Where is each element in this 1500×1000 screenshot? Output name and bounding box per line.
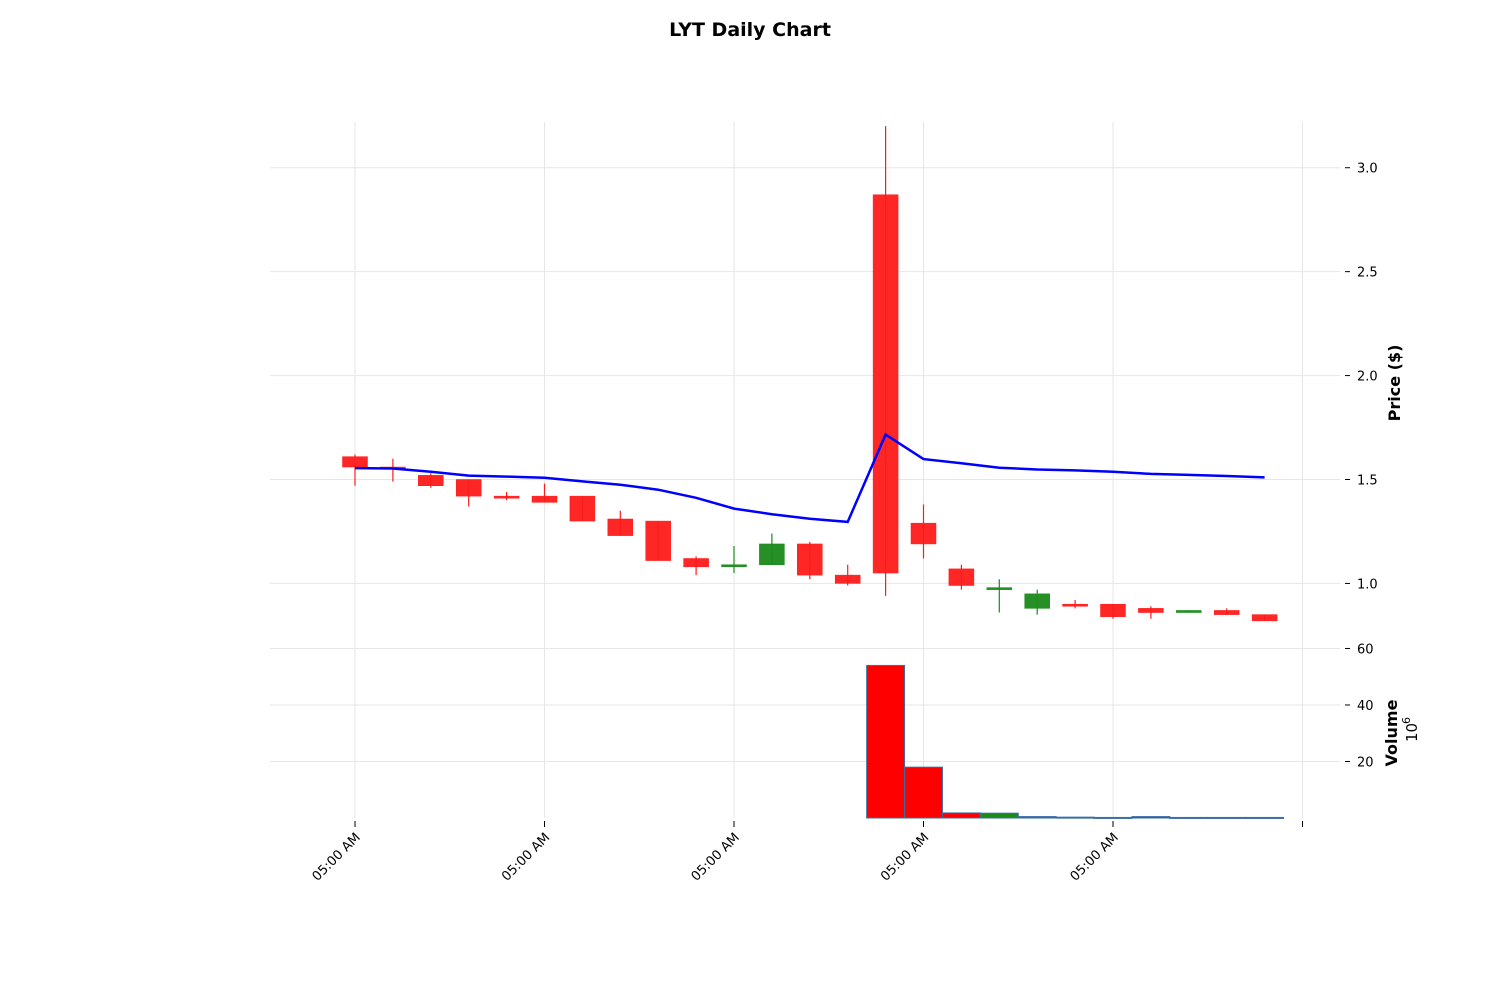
candle-body <box>1213 610 1240 615</box>
candle-body <box>910 522 937 545</box>
x-tick-label: 05:00 AM <box>310 830 364 884</box>
candle-body <box>493 495 520 499</box>
volume-axis-label: Volume <box>1382 699 1401 766</box>
x-tick-label: 05:00 AM <box>878 830 932 884</box>
candle-body <box>1062 603 1088 607</box>
candle-body <box>645 520 671 561</box>
candle-body <box>797 543 823 576</box>
candlestick-series <box>342 126 1278 622</box>
volume-series <box>866 664 1285 819</box>
x-tick-label: 05:00 AM <box>499 830 553 884</box>
candle-body <box>607 518 634 536</box>
candle-body <box>759 543 785 565</box>
candle-body <box>1100 603 1126 617</box>
volume-bar <box>979 812 1019 819</box>
chart-title: LYT Daily Chart <box>669 19 831 41</box>
candle-body <box>569 495 596 522</box>
volume-scale-exponent: 10 6 <box>1400 717 1421 742</box>
volume-bar <box>941 812 981 819</box>
price-tick-label: 1.5 <box>1357 474 1378 489</box>
candle-body <box>834 574 861 584</box>
moving-average-line <box>354 432 1265 524</box>
volume-tick-label: 20 <box>1357 755 1374 770</box>
volume-tick-label: 60 <box>1357 642 1374 657</box>
candle-body <box>531 495 558 503</box>
price-tick-label: 3.0 <box>1357 162 1378 177</box>
candle-body <box>342 456 368 468</box>
x-gridlines <box>354 122 1303 818</box>
candle-body <box>455 479 482 497</box>
volume-gridlines <box>270 647 1340 762</box>
candle-body <box>683 558 709 568</box>
candle-body <box>986 587 1013 590</box>
candle-body <box>1024 593 1050 609</box>
moving-average-series <box>354 432 1265 524</box>
price-tick-label: 1.0 <box>1357 577 1378 592</box>
price-axis-label: Price ($) <box>1385 345 1404 422</box>
x-tick-label: 05:00 AM <box>1068 830 1122 884</box>
volume-axis: 20 40 60 <box>1345 642 1374 770</box>
candle-body <box>1176 610 1202 613</box>
candle-body <box>948 568 975 586</box>
volume-exponent-base: 10 <box>1403 723 1421 742</box>
candle-body <box>1138 608 1164 613</box>
price-tick-label: 2.5 <box>1357 266 1378 281</box>
price-axis: 1.0 1.5 2.0 2.5 3.0 <box>1345 162 1378 592</box>
candle-body <box>872 194 899 574</box>
volume-tick-label: 40 <box>1357 699 1374 714</box>
candle-body <box>1251 614 1278 622</box>
candle-body <box>418 475 444 486</box>
volume-exponent-power: 6 <box>1400 717 1413 724</box>
x-axis: 05:00 AM 05:00 AM 05:00 AM 05:00 AM 05:00 AM <box>310 821 1303 884</box>
price-tick-label: 2.0 <box>1357 370 1378 385</box>
volume-bar <box>904 766 943 819</box>
price-gridlines <box>270 167 1340 584</box>
x-tick-label: 05:00 AM <box>689 830 743 884</box>
candle-body <box>721 564 747 568</box>
volume-bar <box>866 664 906 819</box>
